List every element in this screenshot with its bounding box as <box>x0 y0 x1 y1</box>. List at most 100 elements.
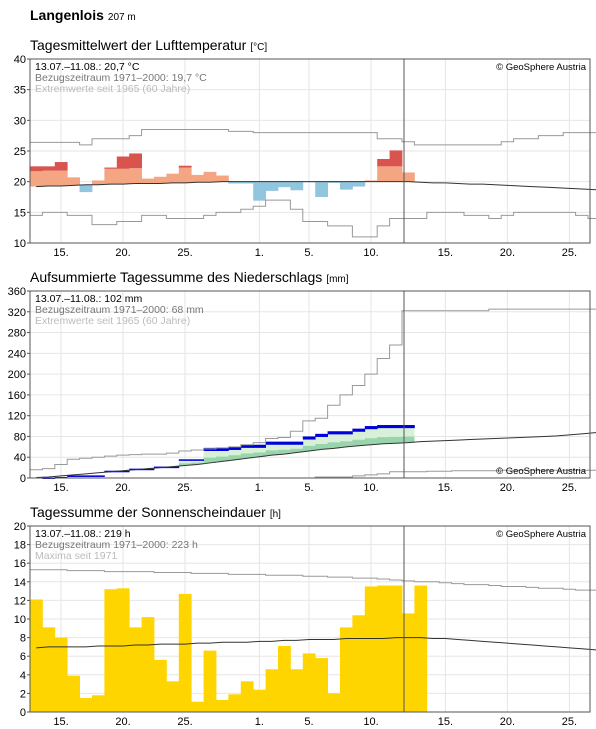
sunshine-bar <box>414 585 428 712</box>
temperature-x-tick: 20. <box>500 247 515 259</box>
sunshine-bar <box>228 694 242 712</box>
sunshine-bar <box>79 698 93 712</box>
temperature-min-extreme-line <box>30 199 596 238</box>
precipitation-unit: [mm] <box>326 274 348 285</box>
precipitation-bar-day <box>92 475 105 477</box>
temperature-bar-hot <box>377 158 390 167</box>
temperature-chart: Tagesmittelwert der Lufttemperatur [°C] 10… <box>14 37 596 259</box>
sunshine-info-reference: Bezugszeitraum 1971–2000: 223 h <box>35 539 198 551</box>
temperature-y-tick: 20 <box>14 177 26 189</box>
sunshine-bar <box>352 615 366 712</box>
sunshine-x-tick: 15. <box>53 716 68 728</box>
precipitation-x-tick: 1. <box>255 482 264 494</box>
precipitation-bar-day <box>191 459 204 461</box>
sunshine-bar <box>116 588 130 712</box>
sunshine-title-text: Tagessumme der Sonnenscheindauer <box>30 504 266 520</box>
temperature-bar-hot <box>389 150 403 167</box>
sunshine-bar <box>315 658 328 712</box>
precipitation-bar-day <box>253 444 266 448</box>
sunshine-y-tick: 20 <box>14 521 26 533</box>
precipitation-y-tick: 240 <box>8 348 26 360</box>
sunshine-chart: Tagessumme der Sonnenscheindauer [h] 0 2 4 6 8… <box>14 504 596 728</box>
temperature-bar-warm <box>30 171 43 187</box>
sunshine-bar <box>364 586 378 712</box>
sunshine-bar <box>278 645 291 712</box>
sunshine-y-tick: 12 <box>14 595 26 607</box>
temperature-bar-warm <box>166 173 180 183</box>
sunshine-title: Tagessumme der Sonnenscheindauer [h] <box>30 504 281 520</box>
temperature-bar-cold <box>315 181 328 197</box>
temperature-x-tick: 15. <box>53 247 68 259</box>
sunshine-bar <box>340 627 353 712</box>
precipitation-reference-mean-line <box>36 432 596 478</box>
precipitation-frame <box>29 290 591 479</box>
precipitation-y-tick: 120 <box>8 411 26 423</box>
sunshine-bar <box>154 659 167 712</box>
temperature-bar-hot <box>30 166 43 172</box>
precipitation-bar-day <box>116 470 130 473</box>
precipitation-x-tick: 20. <box>115 482 130 494</box>
temperature-x-tick: 25. <box>177 247 192 259</box>
precipitation-title: Aufsummierte Tagessumme des Niederschlag… <box>30 269 349 285</box>
sunshine-x-tick: 20. <box>115 716 130 728</box>
precipitation-title-text: Aufsummierte Tagessumme des Niederschlag… <box>30 269 322 285</box>
station-elevation: 207 m <box>108 12 136 23</box>
temperature-bar-warm <box>54 170 68 186</box>
sunshine-bar <box>30 599 43 712</box>
sunshine-bar <box>216 699 229 712</box>
precipitation-bar-day <box>178 459 192 461</box>
temperature-x-tick: 10. <box>363 247 378 259</box>
precipitation-bar-day <box>166 466 180 469</box>
temperature-bar-cold <box>327 181 341 183</box>
sunshine-bar <box>42 627 56 712</box>
sunshine-bar <box>67 675 80 712</box>
sunshine-y-tick: 16 <box>14 558 26 570</box>
precipitation-x-tick: 25. <box>177 482 192 494</box>
precipitation-info-reference: Bezugszeitraum 1971–2000: 68 mm <box>35 304 204 316</box>
temperature-bar-hot <box>178 165 192 168</box>
temperature-unit: [°C] <box>250 42 267 53</box>
station-title: Langenlois 207 m <box>30 7 136 23</box>
precipitation-bar-day <box>228 446 242 450</box>
sunshine-bar <box>327 693 341 712</box>
temperature-bar-warm <box>178 167 192 183</box>
sunshine-bar <box>104 589 118 712</box>
sunshine-x-tick: 20. <box>500 716 515 728</box>
sunshine-x-tick: 1. <box>255 716 264 728</box>
precipitation-y-tick: 40 <box>14 452 26 464</box>
temperature-bar-warm <box>377 166 390 182</box>
sunshine-bar <box>203 650 217 712</box>
temperature-bar-hot <box>104 167 118 169</box>
temperature-y-tick: 25 <box>14 146 26 158</box>
precipitation-bar-day <box>327 431 341 435</box>
precipitation-x-tick: 25. <box>562 482 577 494</box>
sunshine-bar <box>129 627 142 712</box>
temperature-bar-hot <box>129 153 142 169</box>
temperature-bar-hot <box>42 166 56 171</box>
precipitation-bar-day <box>352 428 366 432</box>
sunshine-reference-mean-line <box>36 637 596 651</box>
temperature-info-extremes: Extremwerte seit 1965 (60 Jahre) <box>35 83 190 95</box>
sunshine-bar <box>178 593 192 712</box>
precipitation-bar-day <box>240 444 254 448</box>
sunshine-x-tick: 25. <box>562 716 577 728</box>
temperature-y-tick: 40 <box>14 54 26 66</box>
precipitation-y-tick: 0 <box>20 473 26 485</box>
temperature-bar-warm <box>216 175 229 182</box>
sunshine-bar <box>54 637 68 712</box>
sunshine-bar <box>290 669 304 712</box>
precipitation-x-tick: 10. <box>363 482 378 494</box>
temperature-copyright: © GeoSphere Austria <box>496 62 587 73</box>
precipitation-bar-day <box>67 475 80 477</box>
precipitation-bar-day <box>402 425 415 429</box>
temperature-bar-warm <box>203 171 217 183</box>
precipitation-bar-day <box>141 468 155 471</box>
temperature-x-tick: 1. <box>255 247 264 259</box>
sunshine-y-tick: 18 <box>14 540 26 552</box>
temperature-bar-warm <box>129 168 142 184</box>
precipitation-bar-day <box>377 425 390 429</box>
precipitation-max-extreme-line <box>30 308 596 471</box>
sunshine-bar <box>240 681 254 712</box>
temperature-title-text: Tagesmittelwert der Lufttemperatur <box>30 37 247 53</box>
temperature-bar-cold <box>340 181 353 190</box>
